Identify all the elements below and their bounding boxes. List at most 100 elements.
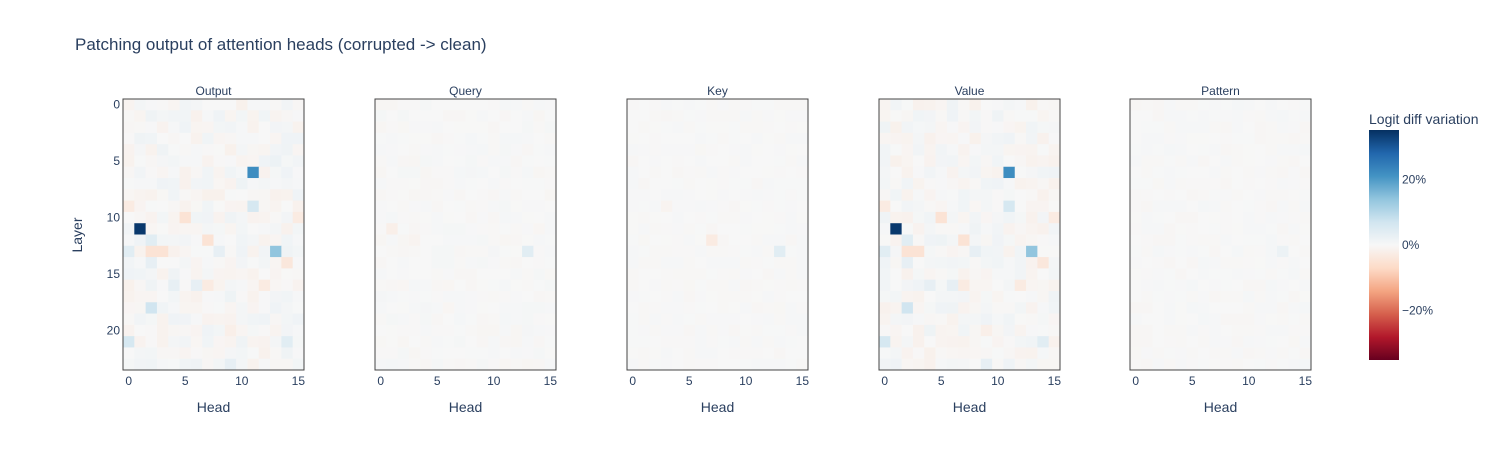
heatmap-cell (1197, 99, 1210, 111)
heatmap-cell (224, 121, 237, 134)
heatmap-cell (1026, 110, 1038, 122)
heatmap-cell (442, 336, 455, 348)
heatmap-cell (442, 279, 455, 292)
heatmap-cell (431, 121, 444, 134)
heatmap-cell (258, 144, 271, 156)
heatmap-cell (408, 211, 421, 224)
heatmap-cell (1141, 211, 1154, 224)
heatmap-cell (901, 358, 914, 371)
x-tick-label: 10 (235, 374, 249, 388)
heatmap-cell (465, 234, 478, 247)
heatmap-cell (627, 302, 639, 314)
heatmap-cell (247, 324, 260, 337)
heatmap-cell (375, 245, 387, 258)
heatmap-cell (499, 132, 512, 145)
heatmap-cell (247, 178, 260, 190)
heatmap-cell (912, 290, 925, 303)
heatmap-cell (1220, 223, 1233, 235)
x-axis-label: Head (1204, 399, 1237, 415)
heatmap-cell (499, 200, 512, 213)
heatmap-cell (375, 347, 387, 360)
heatmap-cell (958, 189, 970, 202)
heatmap-cell (1254, 290, 1267, 303)
heatmap-cell (796, 290, 809, 303)
heatmap-cell (476, 121, 489, 134)
heatmap-cell (785, 347, 798, 360)
heatmap-cell (627, 211, 639, 224)
heatmap-cell (375, 223, 387, 235)
heatmap-cell (134, 200, 147, 213)
heatmap-cell (420, 223, 432, 235)
heatmap-cell (796, 110, 809, 122)
heatmap-cell (660, 132, 673, 145)
heatmap-cell (1186, 166, 1199, 179)
heatmap-cell (728, 200, 741, 213)
heatmap-cell (879, 336, 891, 348)
heatmap-cell (912, 313, 925, 326)
heatmap-cell (1175, 110, 1187, 122)
heatmap-cell (476, 223, 489, 235)
heatmap-cell (168, 324, 180, 337)
heatmap-cell (533, 324, 546, 337)
heatmap-cell (924, 358, 936, 371)
heatmap-cell (1048, 166, 1061, 179)
heatmap-cell (1163, 279, 1176, 292)
heatmap-cell (465, 268, 478, 281)
heatmap-cell (281, 155, 294, 168)
heatmap-cell (292, 121, 305, 134)
heatmap-cell (202, 245, 214, 258)
heatmap-cell (1288, 166, 1301, 179)
heatmap-cell (1299, 347, 1312, 360)
heatmap-cell (533, 99, 546, 111)
heatmap-cell (762, 223, 775, 235)
heatmap-cell (796, 166, 809, 179)
heatmap-cell (1175, 144, 1187, 156)
heatmap-cell (465, 302, 478, 314)
heatmap-cell (442, 290, 455, 303)
heatmap-cell (706, 211, 718, 224)
heatmap-cell (179, 189, 192, 202)
heatmap-cell (1014, 132, 1027, 145)
heatmap-cell (202, 290, 214, 303)
heatmap-cell (694, 279, 707, 292)
heatmap-cell (1197, 223, 1210, 235)
heatmap-cell (258, 268, 271, 281)
heatmap-cell (213, 166, 226, 179)
heatmap-cell (638, 99, 651, 111)
heatmap-cell (992, 132, 1004, 145)
heatmap-cell (924, 257, 936, 269)
heatmap-cell (935, 279, 948, 292)
heatmap-cell (431, 144, 444, 156)
heatmap-cell (649, 99, 662, 111)
heatmap-cell (672, 245, 684, 258)
heatmap-cell (1026, 155, 1038, 168)
heatmap-cell (247, 245, 260, 258)
heatmap-cell (1220, 132, 1233, 145)
heatmap-cell (683, 178, 696, 190)
heatmap-cell (408, 336, 421, 348)
heatmap-cell (706, 200, 718, 213)
heatmap-cell (924, 290, 936, 303)
heatmap-cell (683, 268, 696, 281)
heatmap-cell (1163, 132, 1176, 145)
heatmap-cell (386, 245, 399, 258)
heatmap-cell (258, 189, 271, 202)
x-tick-label: 10 (739, 374, 753, 388)
heatmap-cell (785, 279, 798, 292)
heatmap-cell (386, 189, 399, 202)
heatmap-cell (901, 347, 914, 360)
heatmap-cell (510, 110, 523, 122)
heatmap-cell (785, 189, 798, 202)
heatmap-cell (912, 189, 925, 202)
heatmap-cell (431, 189, 444, 202)
heatmap-cell (522, 268, 534, 281)
heatmap-cell (488, 290, 500, 303)
heatmap-cell (1152, 279, 1165, 292)
heatmap-cell (762, 155, 775, 168)
heatmap-cell (397, 358, 410, 371)
heatmap-cell (706, 189, 718, 202)
heatmap-cell (375, 279, 387, 292)
heatmap-cell (1288, 223, 1301, 235)
heatmap-cell (627, 245, 639, 258)
heatmap-cell (134, 121, 147, 134)
